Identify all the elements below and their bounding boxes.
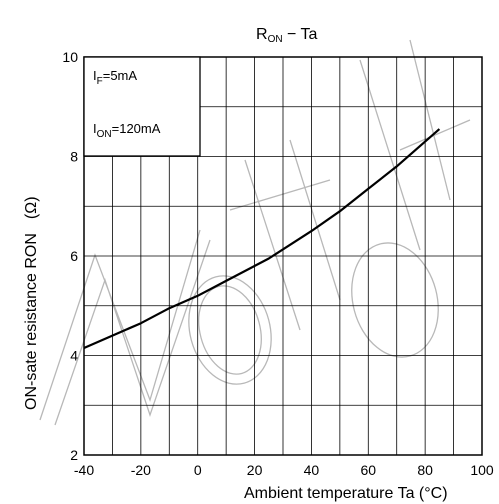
y-tick-label: 8 bbox=[70, 149, 78, 165]
y-tick-label: 6 bbox=[70, 248, 78, 264]
plot-frame bbox=[83, 56, 483, 456]
x-tick-label: 60 bbox=[360, 462, 376, 478]
legend-line-if: IF=5mA bbox=[93, 68, 137, 87]
x-tick-label: 80 bbox=[417, 462, 433, 478]
chart-title: RON − Ta bbox=[256, 26, 318, 45]
x-tick-label: -40 bbox=[74, 462, 94, 478]
series-line bbox=[83, 128, 441, 350]
x-tick-label: -20 bbox=[131, 462, 151, 478]
y-tick-label: 2 bbox=[70, 447, 78, 463]
grid bbox=[84, 57, 482, 455]
legend: IF=5mA ION=120mA bbox=[83, 56, 201, 157]
x-tick-label: 40 bbox=[304, 462, 320, 478]
y-axis-label: ON-sate resistance RON(Ω) bbox=[23, 196, 40, 410]
legend-box bbox=[83, 56, 201, 157]
y-tick-label: 4 bbox=[70, 348, 78, 364]
x-axis-ticks: -40 -20 0 20 40 60 80 100 bbox=[74, 462, 494, 478]
y-axis-ticks: 2 4 6 8 10 bbox=[62, 49, 78, 463]
x-axis-label: Ambient temperature Ta (°C) bbox=[244, 485, 448, 502]
y-tick-label: 10 bbox=[62, 49, 78, 65]
legend-line-ion: ION=120mA bbox=[93, 121, 161, 140]
x-tick-label: 20 bbox=[247, 462, 263, 478]
x-tick-label: 100 bbox=[470, 462, 494, 478]
watermark bbox=[39, 39, 471, 426]
x-tick-label: 0 bbox=[194, 462, 202, 478]
